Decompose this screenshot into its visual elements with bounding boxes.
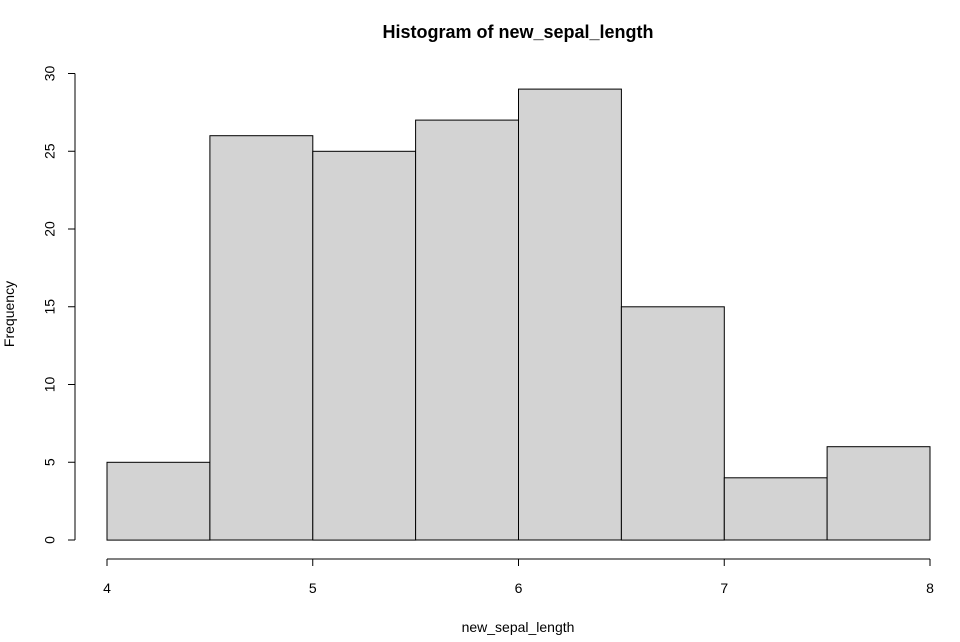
y-axis-label: Frequency	[1, 281, 17, 347]
y-tick-label: 10	[42, 377, 58, 393]
x-tick-label: 7	[720, 580, 728, 596]
histogram-bar	[723, 477, 828, 541]
y-tick-label: 0	[42, 536, 58, 544]
x-tick-label: 5	[309, 580, 317, 596]
y-tick-label: 30	[42, 66, 58, 82]
x-axis-label: new_sepal_length	[462, 619, 575, 635]
histogram-bar	[415, 119, 520, 541]
histogram-bar	[312, 150, 417, 541]
histogram-bar	[826, 446, 931, 541]
histogram-bar	[620, 306, 725, 541]
y-tick-label: 15	[42, 299, 58, 315]
x-tick-label: 6	[515, 580, 523, 596]
chart-title: Histogram of new_sepal_length	[382, 22, 653, 42]
x-tick-label: 4	[103, 580, 111, 596]
histogram-bar	[106, 461, 211, 541]
histogram-bar	[209, 135, 314, 541]
y-tick-label: 20	[42, 221, 58, 237]
histogram-bar	[518, 88, 622, 541]
y-axis: 0 5 10 15 20 25 30	[42, 66, 76, 544]
bars-group	[106, 88, 931, 541]
y-tick-label: 25	[42, 143, 58, 159]
x-axis: 4 5 6 7 8	[103, 558, 934, 596]
x-tick-label: 8	[926, 580, 934, 596]
y-tick-label: 5	[42, 458, 58, 466]
